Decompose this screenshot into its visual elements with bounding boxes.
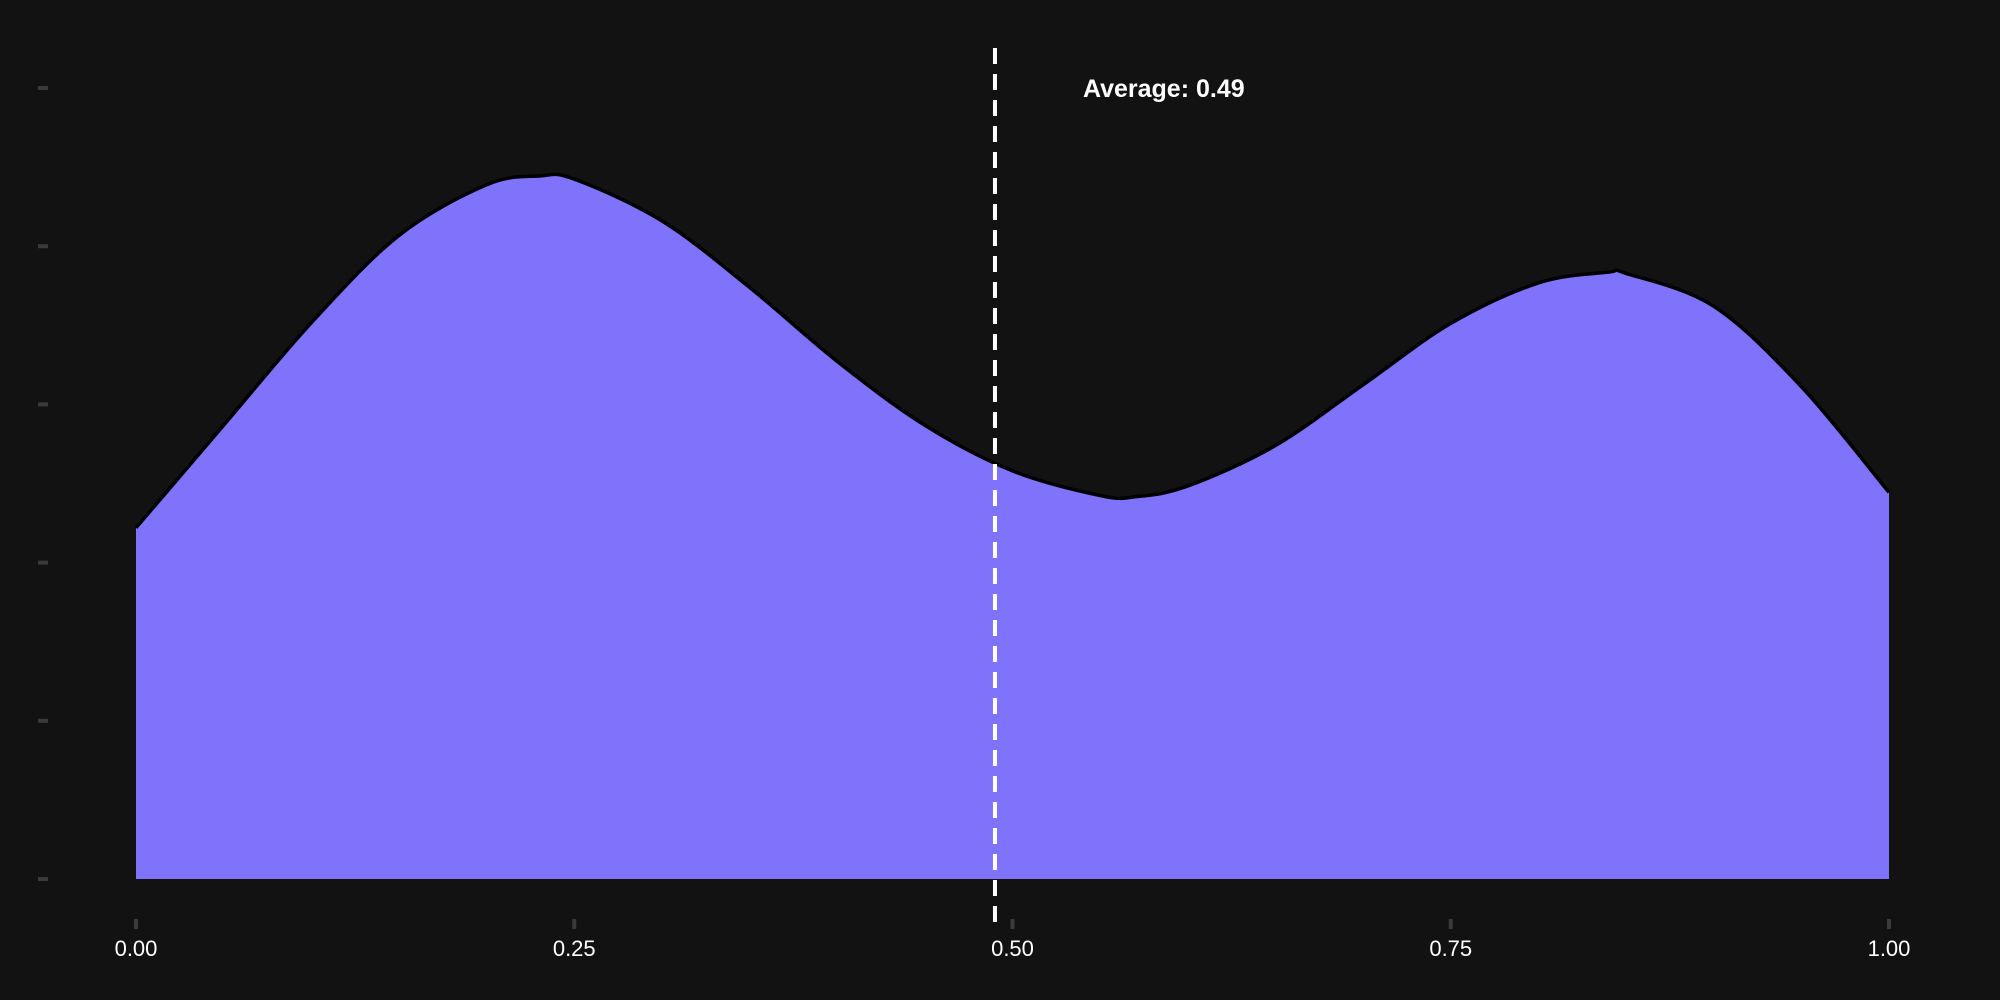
density-line [134, 172, 1891, 529]
density-area [136, 174, 1889, 879]
x-tick-label: 0.00 [115, 936, 158, 961]
x-tick-label: 0.75 [1429, 936, 1472, 961]
x-tick-label: 0.50 [991, 936, 1034, 961]
x-tick-label: 1.00 [1868, 936, 1911, 961]
x-axis-ticks: 0.00 0.25 0.50 0.75 1.00 [115, 919, 1911, 961]
average-label: Average: 0.49 [1083, 75, 1245, 103]
y-axis-ticks [38, 86, 48, 881]
x-tick-label: 0.25 [553, 936, 596, 961]
